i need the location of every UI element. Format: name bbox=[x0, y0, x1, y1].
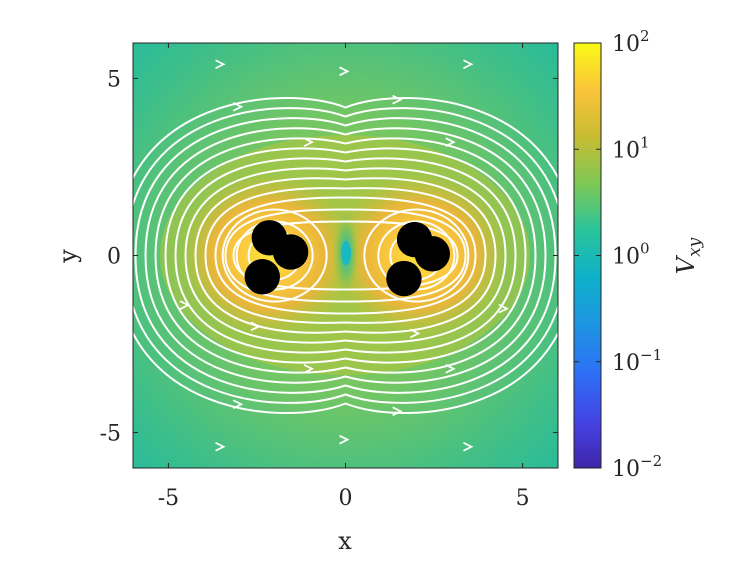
y-tick-label: -5 bbox=[100, 422, 121, 447]
streamline bbox=[221, 208, 328, 303]
streamline-arrow bbox=[232, 101, 244, 112]
streamline bbox=[232, 220, 459, 291]
streamline bbox=[144, 127, 547, 384]
streamline-arrow bbox=[339, 66, 350, 77]
streamline-arrow bbox=[215, 59, 226, 70]
streamline-arrow bbox=[445, 137, 456, 147]
colorbar-tick-label: 102 bbox=[612, 27, 650, 57]
streamline-arrow bbox=[463, 441, 474, 452]
particle bbox=[272, 234, 309, 270]
particle bbox=[244, 259, 280, 295]
streamline-arrow bbox=[339, 434, 350, 445]
particles bbox=[244, 220, 450, 297]
axes: -5 0 5 5 0 -5 bbox=[100, 42, 559, 511]
streamline bbox=[204, 187, 487, 324]
streamline-arrow bbox=[303, 137, 315, 147]
streamline bbox=[174, 157, 517, 354]
streamline bbox=[133, 107, 558, 404]
streamline bbox=[133, 96, 558, 415]
streamline bbox=[164, 147, 527, 364]
y-tick-label: 0 bbox=[107, 245, 121, 270]
streamline-arrow bbox=[498, 303, 509, 314]
streamline-arrow bbox=[463, 59, 474, 70]
streamline bbox=[184, 167, 507, 344]
streamline-arrow bbox=[303, 364, 315, 374]
streamline-arrow bbox=[392, 94, 403, 105]
x-tick-label: 0 bbox=[339, 486, 353, 511]
streamlines bbox=[133, 59, 558, 452]
colorbar-ticks: 102 101 100 10−1 10−2 bbox=[574, 27, 662, 482]
x-tick-label: 5 bbox=[516, 486, 530, 511]
streamline-arrow bbox=[445, 364, 456, 374]
particle bbox=[414, 236, 450, 272]
particle bbox=[386, 260, 422, 297]
colorbar-tick-label: 100 bbox=[612, 240, 650, 270]
colorbar-label: Vxy bbox=[672, 237, 705, 274]
streamline-arrow bbox=[392, 406, 403, 417]
streamline bbox=[214, 196, 477, 315]
colorbar-tick-label: 10−1 bbox=[612, 346, 662, 376]
streamline-arrow bbox=[215, 441, 226, 452]
streamline bbox=[194, 177, 497, 334]
streamline bbox=[154, 137, 537, 374]
streamline-arrow bbox=[179, 300, 191, 310]
colorbar-tick-label: 101 bbox=[612, 133, 650, 163]
colorbar: 102 101 100 10−1 10−2 Vxy bbox=[573, 27, 705, 482]
x-axis-label: x bbox=[338, 527, 352, 555]
colorbar-tick-label: 10−2 bbox=[612, 452, 662, 482]
y-tick-label: 5 bbox=[107, 67, 121, 92]
y-axis-label: y bbox=[54, 249, 82, 264]
streamline-arrow bbox=[232, 399, 244, 410]
streamline bbox=[363, 208, 470, 303]
heatmap-center-min bbox=[341, 241, 351, 265]
streamline-arrow bbox=[250, 321, 261, 332]
x-tick-label: -5 bbox=[158, 486, 179, 511]
streamline-arrow bbox=[409, 328, 421, 339]
